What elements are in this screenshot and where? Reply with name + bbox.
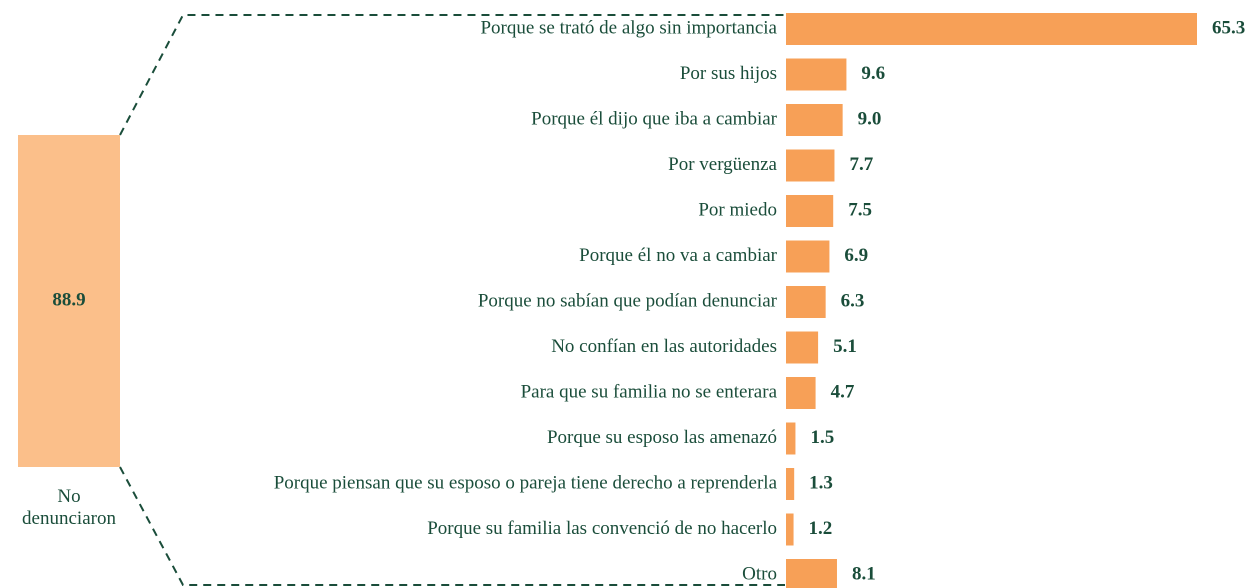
bar: [786, 377, 816, 409]
connector-bottom: [119, 466, 785, 586]
category-label: Porque su esposo las amenazó: [547, 427, 777, 448]
bar: [786, 513, 794, 546]
value-label: 9.0: [858, 108, 882, 129]
value-label: 7.5: [848, 199, 872, 220]
value-label: 6.9: [844, 245, 868, 266]
category-label: Porque no sabían que podían denunciar: [478, 290, 778, 311]
bar: [786, 58, 847, 91]
value-label: 4.7: [831, 381, 855, 402]
category-label: Para que su familia no se enterara: [521, 381, 778, 402]
total-label: No denunciaron: [22, 486, 116, 529]
bar: [786, 331, 819, 364]
value-label: 1.2: [809, 518, 833, 539]
bar: [786, 286, 826, 318]
bar: [786, 468, 795, 500]
category-label: Por vergüenza: [668, 154, 777, 175]
value-label: 8.1: [852, 563, 876, 584]
category-label: Por sus hijos: [680, 63, 777, 84]
category-label: Porque él dijo que iba a cambiar: [531, 108, 778, 129]
bar: [786, 13, 1197, 45]
value-label: 7.7: [849, 154, 873, 175]
category-label: Porque piensan que su esposo o pareja ti…: [274, 472, 778, 493]
value-label: 6.3: [841, 290, 865, 311]
bar: [786, 104, 843, 136]
value-label: 1.3: [809, 472, 833, 493]
bar: [786, 240, 830, 273]
bar: [786, 422, 796, 455]
bar: [786, 149, 835, 182]
category-label: No confían en las autoridades: [551, 336, 777, 357]
value-label: 9.6: [861, 63, 885, 84]
category-label: Porque su familia las convenció de no ha…: [427, 518, 777, 539]
category-label: Por miedo: [698, 199, 777, 220]
category-label: Porque se trató de algo sin importancia: [480, 17, 777, 38]
category-label: Otro: [742, 563, 777, 584]
total-value: 88.9: [52, 289, 85, 310]
value-label: 1.5: [810, 427, 834, 448]
bar: [786, 195, 834, 227]
connector-top: [119, 14, 785, 136]
value-label: 5.1: [833, 336, 857, 357]
value-label: 65.3: [1212, 17, 1245, 38]
category-label: Porque él no va a cambiar: [579, 245, 778, 266]
bar: [786, 559, 837, 588]
total-box: [18, 135, 120, 467]
